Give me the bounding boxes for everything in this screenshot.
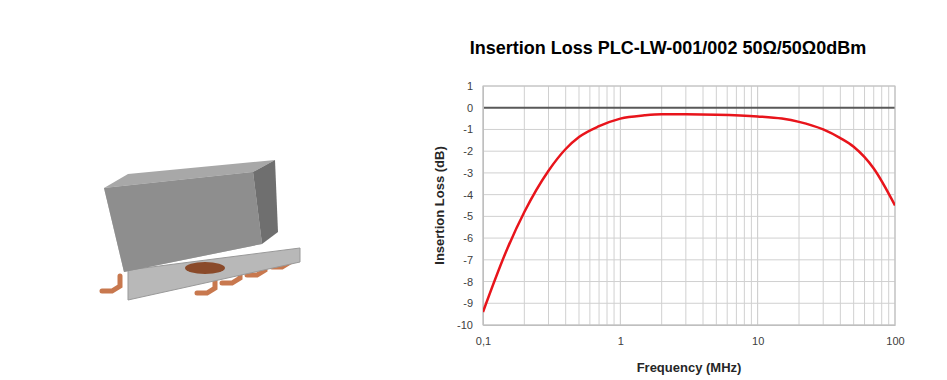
x-grid-line <box>620 86 621 325</box>
y-tick-label: -10 <box>457 319 473 331</box>
minor-grid-line <box>727 86 728 325</box>
y-grid-line <box>483 172 895 173</box>
body-front <box>104 172 262 272</box>
x-tick: 10 <box>752 325 764 347</box>
minor-grid-line <box>864 86 865 325</box>
x-axis-title: Frequency (MHz) <box>637 360 742 375</box>
minor-grid-line <box>524 86 525 325</box>
y-tick: 0 <box>467 102 483 114</box>
y-grid-line <box>483 281 895 282</box>
y-tick: -7 <box>463 254 483 266</box>
minor-grid-line <box>548 86 549 325</box>
y-tick-label: -8 <box>463 276 473 288</box>
minor-grid-line <box>736 86 737 325</box>
minor-grid-line <box>578 86 579 325</box>
y-tick: -8 <box>463 276 483 288</box>
minor-grid-line <box>873 86 874 325</box>
x-tick: 100 <box>886 325 904 347</box>
y-tick: -6 <box>463 232 483 244</box>
y-tick: -1 <box>463 123 483 135</box>
y-grid-line <box>483 129 895 130</box>
y-tick-label: -3 <box>463 167 473 179</box>
y-tick: 1 <box>467 80 483 92</box>
x-tick-label: 100 <box>886 335 904 347</box>
x-tick-label: 1 <box>618 335 624 347</box>
minor-grid-line <box>716 86 717 325</box>
product-image <box>102 160 300 300</box>
y-axis: 1 0 -1 -2 -3 -4 -5 -6 -7 -8 -9 -10 <box>457 80 483 331</box>
chart-root: 0,111010010-1-2-3-4-5-6-7-8-9-10Insertio… <box>0 0 947 380</box>
minor-grid-line <box>685 86 686 325</box>
plot-area <box>483 114 895 312</box>
x-tick-label: 10 <box>752 335 764 347</box>
y-grid-line <box>483 303 895 304</box>
body-face <box>104 172 262 272</box>
y-tick: -3 <box>463 167 483 179</box>
y-tick-label: -2 <box>463 145 473 157</box>
y-tick-label: 1 <box>467 80 473 92</box>
minor-grid-line <box>881 86 882 325</box>
x-axis: 0,1 1 10 100 <box>476 325 905 347</box>
data-line <box>483 114 895 312</box>
y-tick: -5 <box>463 210 483 222</box>
y-tick-label: -6 <box>463 232 473 244</box>
minor-grid-line <box>823 86 824 325</box>
y-tick-label: -7 <box>463 254 473 266</box>
coil <box>185 262 225 274</box>
lead <box>102 276 120 291</box>
y-tick-label: -4 <box>463 189 473 201</box>
minor-grid-line <box>888 86 889 325</box>
minor-grid-line <box>744 86 745 325</box>
y-grid-line <box>483 238 895 239</box>
y-grid-line <box>483 216 895 217</box>
chart-title: Insertion Loss PLC-LW-001/002 50Ω/50Ω0dB… <box>470 38 867 58</box>
y-tick: -4 <box>463 189 483 201</box>
x-grid-line <box>757 86 758 325</box>
grid <box>483 86 895 325</box>
minor-grid-line <box>853 86 854 325</box>
minor-grid-line <box>751 86 752 325</box>
minor-grid-line <box>661 86 662 325</box>
minor-grid-line <box>599 86 600 325</box>
y-grid-line <box>483 151 895 152</box>
y-tick-label: -9 <box>463 297 473 309</box>
minor-grid-line <box>840 86 841 325</box>
y-tick: -2 <box>463 145 483 157</box>
minor-grid-line <box>589 86 590 325</box>
y-tick-label: -5 <box>463 210 473 222</box>
x-tick: 1 <box>618 325 624 347</box>
y-tick: -10 <box>457 319 483 331</box>
plot-frame <box>483 86 895 325</box>
y-tick-label: 0 <box>467 102 473 114</box>
y-tick: -9 <box>463 297 483 309</box>
minor-grid-line <box>703 86 704 325</box>
minor-grid-line <box>565 86 566 325</box>
x-tick: 0,1 <box>476 325 491 347</box>
y-grid-line <box>483 194 895 195</box>
zero-line <box>483 107 895 109</box>
y-tick-label: -1 <box>463 123 473 135</box>
minor-grid-line <box>614 86 615 325</box>
y-grid-line <box>483 259 895 260</box>
x-tick-label: 0,1 <box>476 335 491 347</box>
y-axis-title: Insertion Loss (dB) <box>432 146 447 264</box>
